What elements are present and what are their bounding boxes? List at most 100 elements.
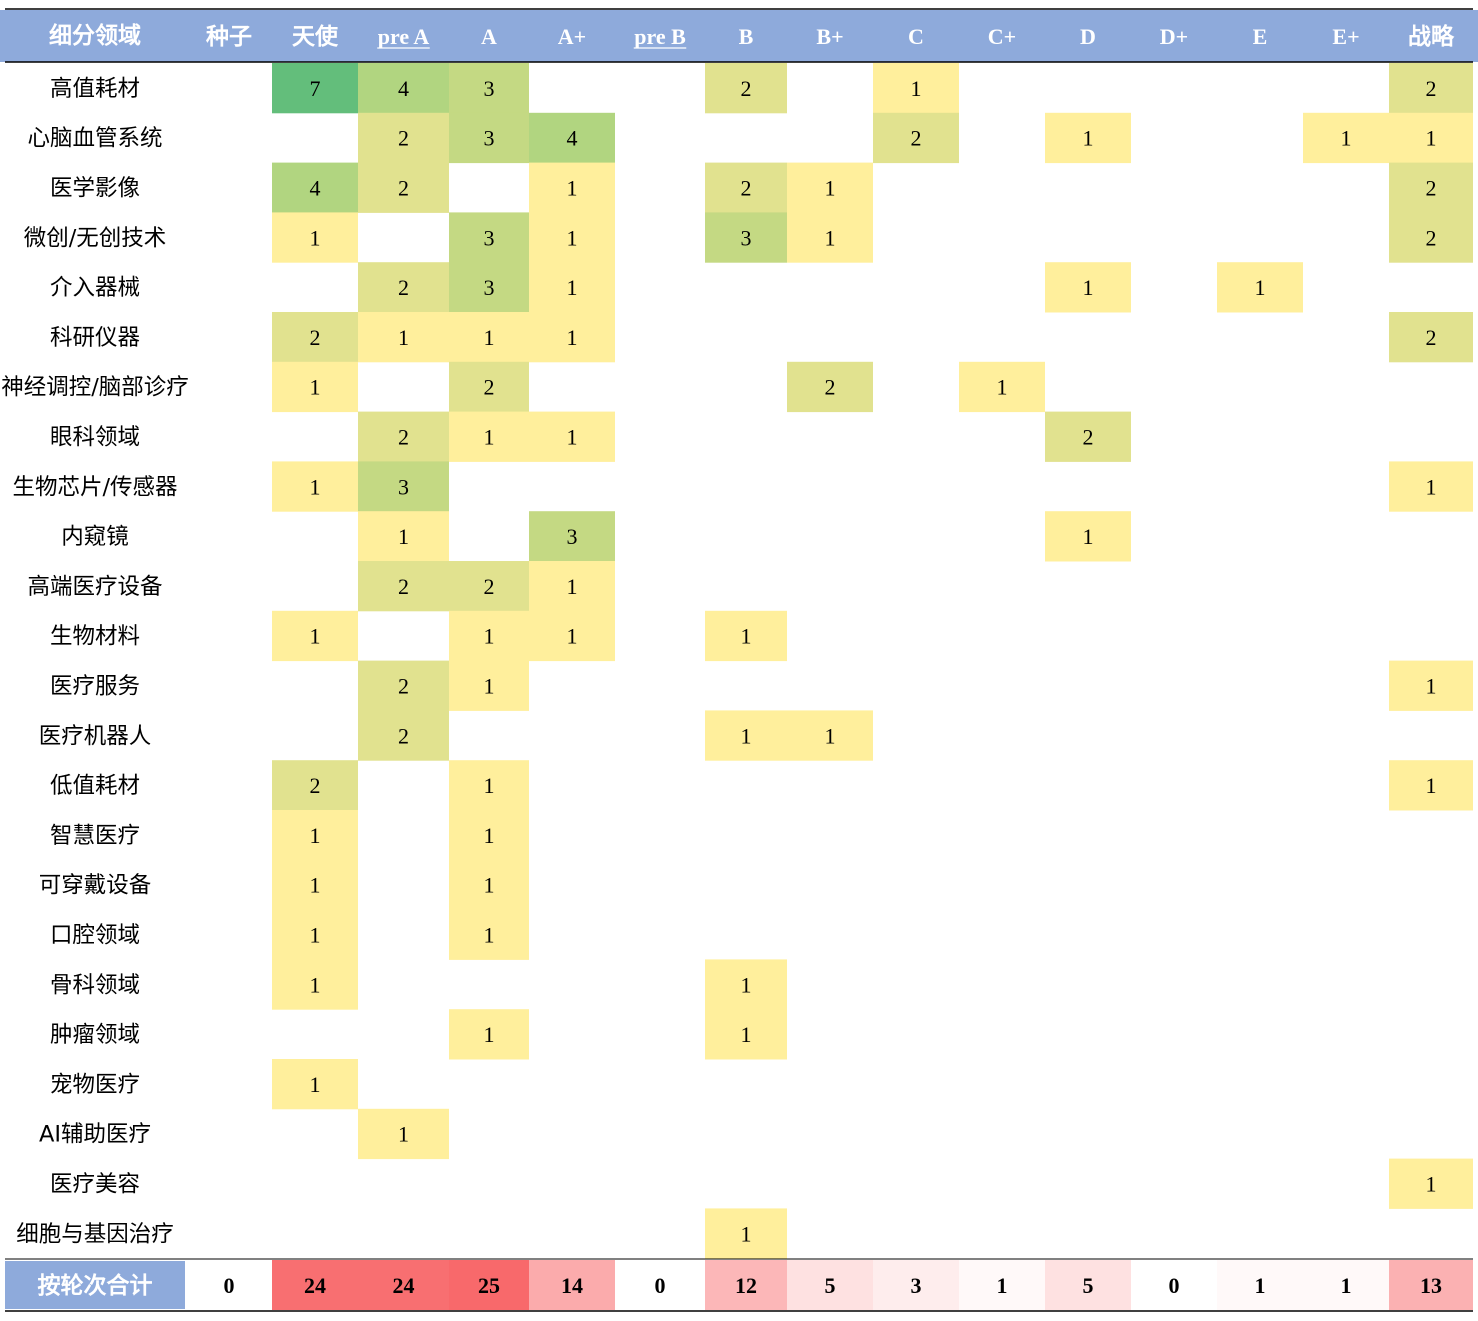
total-value-0: 0 (224, 1273, 235, 1298)
row-label-21: AI辅助医疗 (39, 1122, 151, 1148)
cell-9-10 (1045, 511, 1131, 562)
cell-value-3-3: 3 (484, 225, 495, 250)
cell-4-3 (449, 262, 529, 313)
cell-5-2 (358, 312, 449, 363)
cell-value-14-14: 1 (1426, 773, 1437, 798)
cell-value-13-2: 2 (398, 723, 409, 748)
column-header-12: E (1253, 24, 1268, 49)
cell-value-1-2: 2 (398, 126, 409, 151)
column-header-2: pre A (378, 24, 430, 49)
cell-value-1-10: 1 (1083, 126, 1094, 151)
cell-value-4-10: 1 (1083, 275, 1094, 300)
total-value-14: 13 (1420, 1273, 1442, 1298)
cell-value-1-14: 1 (1426, 126, 1437, 151)
column-header-11: D+ (1160, 24, 1188, 49)
cell-value-8-2: 3 (398, 474, 409, 499)
cell-14-14 (1389, 760, 1473, 811)
cell-value-0-1: 7 (310, 76, 321, 101)
total-value-4: 14 (561, 1273, 583, 1298)
cell-value-23-6: 1 (741, 1221, 752, 1246)
column-header-14: 战略 (1408, 23, 1455, 50)
row-label-8: 生物芯片/传感器 (12, 474, 177, 500)
row-label-11: 生物材料 (50, 624, 140, 650)
cell-12-3 (449, 660, 529, 711)
cell-value-12-2: 2 (398, 674, 409, 699)
total-cell-8 (873, 1260, 959, 1310)
cell-value-7-3: 1 (484, 425, 495, 450)
cell-5-1 (272, 312, 358, 363)
cell-value-11-3: 1 (484, 624, 495, 649)
cell-8-2 (358, 461, 449, 512)
total-value-6: 12 (735, 1273, 757, 1298)
cell-3-4 (529, 212, 615, 263)
cell-0-3 (449, 63, 529, 114)
cell-7-3 (449, 411, 529, 462)
total-cell-6 (705, 1260, 787, 1310)
cell-value-9-4: 3 (567, 524, 578, 549)
cell-value-9-2: 1 (398, 524, 409, 549)
cell-1-13 (1303, 112, 1389, 164)
total-cell-2 (358, 1260, 449, 1310)
cell-12-2 (358, 660, 449, 711)
cell-value-13-6: 1 (741, 723, 752, 748)
cell-value-2-6: 2 (741, 176, 752, 201)
cell-value-3-7: 1 (825, 225, 836, 250)
cell-20-1 (272, 1059, 358, 1110)
row-label-7: 眼科领域 (50, 425, 140, 451)
cell-4-12 (1217, 262, 1303, 313)
cell-value-11-6: 1 (741, 624, 752, 649)
column-header-10: D (1080, 24, 1096, 49)
cell-value-10-3: 2 (484, 574, 495, 599)
cell-value-10-4: 1 (567, 574, 578, 599)
cell-value-7-2: 2 (398, 425, 409, 450)
total-cell-10 (1045, 1260, 1131, 1310)
cell-0-14 (1389, 63, 1473, 114)
cell-value-18-1: 1 (310, 972, 321, 997)
cell-value-18-6: 1 (741, 972, 752, 997)
cell-2-2 (358, 162, 449, 213)
cell-value-12-14: 1 (1426, 674, 1437, 699)
cell-7-10 (1045, 411, 1131, 462)
cell-8-1 (272, 461, 358, 512)
totals-label: 按轮次合计 (38, 1272, 153, 1299)
cell-value-16-1: 1 (310, 873, 321, 898)
cell-value-14-3: 1 (484, 773, 495, 798)
column-header-9: C+ (988, 24, 1016, 49)
cell-13-7 (787, 710, 873, 761)
cell-2-6 (705, 162, 787, 213)
cell-value-6-1: 1 (310, 375, 321, 400)
column-header-7: B+ (816, 24, 843, 49)
row-label-23: 细胞与基因治疗 (16, 1221, 174, 1247)
cell-15-1 (272, 810, 358, 861)
cell-value-16-3: 1 (484, 873, 495, 898)
total-cell-1 (272, 1260, 358, 1310)
total-value-8: 3 (911, 1273, 922, 1298)
cell-16-1 (272, 859, 358, 911)
total-value-1: 24 (304, 1273, 326, 1298)
cell-5-14 (1389, 312, 1473, 363)
cell-value-1-8: 2 (911, 126, 922, 151)
cell-value-3-4: 1 (567, 225, 578, 250)
cell-value-3-1: 1 (310, 225, 321, 250)
column-header-4: A+ (558, 24, 586, 49)
cell-value-0-8: 1 (911, 76, 922, 101)
cell-value-0-3: 3 (484, 76, 495, 101)
row-label-18: 骨科领域 (50, 972, 140, 998)
cell-3-14 (1389, 212, 1473, 263)
cell-value-3-14: 2 (1426, 225, 1437, 250)
cell-value-5-3: 1 (484, 325, 495, 350)
total-cell-0 (186, 1260, 272, 1310)
cell-value-20-1: 1 (310, 1072, 321, 1097)
cell-value-0-6: 2 (741, 76, 752, 101)
cell-value-5-1: 2 (310, 325, 321, 350)
cell-value-2-1: 4 (310, 176, 321, 201)
column-header-0: 种子 (205, 24, 252, 50)
column-headers: 种子 天使 pre A A A+ pre B B B+ C C+ D D+ E E+ 战略 (205, 23, 1455, 50)
cell-12-14 (1389, 660, 1473, 711)
cell-value-7-4: 1 (567, 425, 578, 450)
cell-2-14 (1389, 162, 1473, 213)
row-label-13: 医疗机器人 (39, 723, 152, 749)
heatmap-cells: 7 4 3 2 1 2 2 3 4 2 1 1 1 4 2 1 2 1 2 1 3 1 3 1 2 2 3 1 1 1 2 1 1 1 2 1 2 2 1 2… (272, 63, 1473, 1259)
cell-6-7 (787, 361, 873, 413)
cell-1-14 (1389, 112, 1473, 164)
